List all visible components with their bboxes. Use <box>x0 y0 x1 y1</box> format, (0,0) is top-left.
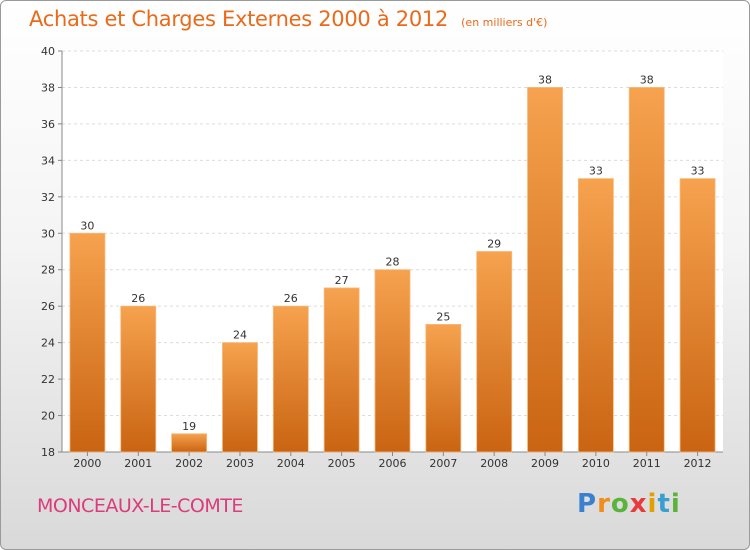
y-tick-label: 40 <box>41 45 55 58</box>
bar <box>476 251 513 453</box>
x-tick-label: 2000 <box>73 457 101 470</box>
bar-value-label: 38 <box>640 73 654 86</box>
bar-value-label: 26 <box>131 292 145 305</box>
bar <box>171 433 208 453</box>
proxiti-logo: Proxiti <box>577 489 681 519</box>
x-tick-label: 2011 <box>633 457 661 470</box>
y-tick-label: 24 <box>41 337 55 350</box>
x-tick-label: 2002 <box>175 457 203 470</box>
bar <box>69 232 106 453</box>
x-tick-label: 2012 <box>684 457 712 470</box>
bar-value-label: 24 <box>233 329 247 342</box>
y-tick-label: 22 <box>41 373 55 386</box>
x-tick-label: 2005 <box>328 457 356 470</box>
chart-subtitle: (en milliers d'€) <box>461 16 548 29</box>
chart-title-row: Achats et Charges Externes 2000 à 2012 (… <box>29 7 547 31</box>
y-tick-label: 20 <box>41 410 55 423</box>
x-tick-label: 2009 <box>531 457 559 470</box>
bar-value-label: 33 <box>691 165 705 178</box>
bar-value-label: 38 <box>538 73 552 86</box>
y-tick-label: 36 <box>41 118 55 131</box>
bar <box>222 342 258 453</box>
bar <box>272 305 309 453</box>
bar <box>425 324 462 453</box>
bar-value-label: 19 <box>182 420 196 433</box>
bar-value-label: 28 <box>386 256 400 269</box>
x-tick-label: 2010 <box>582 457 610 470</box>
y-tick-label: 18 <box>41 446 55 459</box>
chart-title: Achats et Charges Externes 2000 à 2012 <box>29 7 449 31</box>
bar-value-label: 26 <box>284 292 298 305</box>
city-name: MONCEAUX-LE-COMTE <box>37 495 243 517</box>
bar-value-label: 27 <box>335 274 349 287</box>
bar-value-label: 25 <box>436 310 450 323</box>
bar-value-label: 29 <box>487 238 501 251</box>
bar <box>628 87 665 453</box>
y-tick-label: 32 <box>41 191 55 204</box>
x-tick-label: 2006 <box>379 457 407 470</box>
x-tick-label: 2001 <box>124 457 152 470</box>
y-tick-label: 30 <box>41 227 55 240</box>
bar <box>120 305 157 453</box>
bar <box>577 178 614 453</box>
bar-value-label: 30 <box>80 219 94 232</box>
bar-value-label: 33 <box>589 165 603 178</box>
bar <box>323 287 360 453</box>
x-tick-label: 2007 <box>429 457 457 470</box>
bar <box>679 178 716 453</box>
x-tick-label: 2008 <box>480 457 508 470</box>
y-tick-label: 34 <box>41 154 55 167</box>
y-tick-label: 28 <box>41 264 55 277</box>
x-tick-label: 2003 <box>226 457 254 470</box>
bar <box>527 87 563 453</box>
y-tick-label: 26 <box>41 300 55 313</box>
x-tick-label: 2004 <box>277 457 305 470</box>
y-tick-label: 38 <box>41 81 55 94</box>
bar <box>374 269 411 453</box>
